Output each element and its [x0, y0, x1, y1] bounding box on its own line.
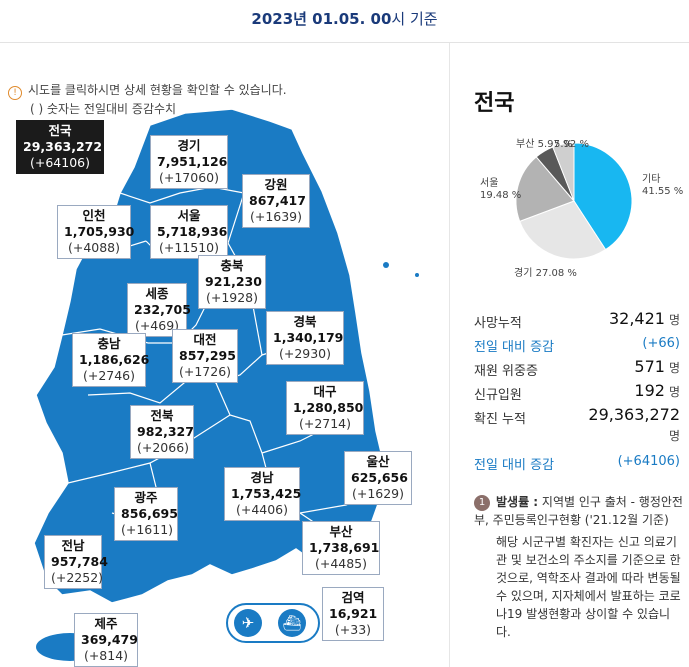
pie-label-other: 기타 41.55 %: [642, 174, 684, 197]
source-note: 해당 시군구별 확진자는 신고 의료기관 및 보건소의 주소지를 기준으로 한 …: [496, 535, 681, 639]
region-quarantine[interactable]: 검역 16,921 (+33): [322, 587, 384, 641]
stat-deaths: 사망누적 32,421 명: [474, 309, 680, 331]
region-gyeongbuk[interactable]: 경북 1,340,179 (+2930): [266, 311, 344, 365]
pie-label-busan: 부산 5.97 %: [516, 139, 573, 150]
stats-list: 사망누적 32,421 명 전일 대비 증감 (+66) 재원 위중증 571 명 신규입…: [474, 307, 680, 473]
region-jeonnam[interactable]: 전남 957,784 (+2252): [44, 535, 108, 589]
region-nation[interactable]: 전국 29,363,272 (+64106): [16, 120, 104, 174]
map-ulleung: [383, 262, 389, 268]
region-chungnam[interactable]: 충남 1,186,626 (+2746): [72, 333, 149, 387]
travel-toggle[interactable]: ✈ ⛴: [226, 603, 320, 643]
region-jeonbuk[interactable]: 전북 982,327 (+2066): [130, 405, 194, 459]
region-daegu[interactable]: 대구 1,280,850 (+2714): [286, 381, 364, 435]
region-busan[interactable]: 부산 1,738,691 (+4485): [302, 521, 380, 575]
stat-critical: 재원 위중증 571 명: [474, 357, 680, 379]
ship-icon[interactable]: ⛴: [278, 609, 306, 637]
stat-confirmed-change: 전일 대비 증감 (+64106): [474, 454, 680, 473]
region-sejong[interactable]: 세종 232,705 (+469): [127, 283, 191, 337]
header-date: 2023년 01.05. 00시 기준: [251, 10, 438, 28]
pie-slice-etc: [552, 142, 575, 202]
region-jeju[interactable]: 제주 369,479 (+814): [74, 613, 138, 667]
source-info: 1 발생률 : 지역별 인구 출처 - 행정안전부, 주민등록인구현황 ('21.…: [474, 495, 683, 639]
info-icon: !: [8, 86, 22, 100]
map-dokdo: [415, 273, 419, 277]
pie-slice-gyeonggi: [519, 200, 607, 260]
region-gwangju[interactable]: 광주 856,695 (+1611): [114, 487, 178, 541]
map-notice: ! 시도를 클릭하시면 상세 현황을 확인할 수 있습니다. ( ) 숫자는 전일…: [8, 81, 287, 118]
pie-label-gyeonggi: 경기 27.08 %: [514, 268, 577, 279]
stat-admissions: 신규입원 192 명: [474, 381, 680, 403]
footnote-number: 1: [474, 495, 490, 511]
region-gyeongnam[interactable]: 경남 1,753,425 (+4406): [224, 467, 301, 521]
panel-title: 전국: [474, 91, 515, 116]
stat-deaths-change: 전일 대비 증감 (+66): [474, 336, 680, 355]
region-incheon[interactable]: 인천 1,705,930 (+4088): [57, 205, 134, 259]
stat-confirmed: 확진 누적 29,363,272 명: [474, 405, 680, 443]
region-chungbuk[interactable]: 충북 921,230 (+1928): [198, 255, 266, 309]
pie-label-seoul: 서울 19.48 %: [480, 178, 522, 201]
region-gangwon[interactable]: 강원 867,417 (+1639): [242, 174, 310, 228]
region-gyeonggi[interactable]: 경기 7,951,126 (+17060): [150, 135, 228, 189]
pie-label-etc: 5.92 %: [554, 139, 589, 150]
region-daejeon[interactable]: 대전 857,295 (+1726): [172, 329, 238, 383]
region-seoul[interactable]: 서울 5,718,936 (+11510): [150, 205, 228, 259]
summary-panel: 전국 기타 41.55 % 경기 27.08 % 서울 19.48 % 부산 5.9…: [449, 43, 689, 667]
map-section: ! 시도를 클릭하시면 상세 현황을 확인할 수 있습니다. ( ) 숫자는 전일…: [0, 43, 448, 667]
header-bar: 2023년 01.05. 00시 기준: [0, 0, 689, 43]
airplane-icon[interactable]: ✈: [234, 609, 262, 637]
pie-chart: [515, 142, 633, 260]
pie-slice-seoul: [515, 156, 575, 223]
region-ulsan[interactable]: 울산 625,656 (+1629): [344, 451, 412, 505]
